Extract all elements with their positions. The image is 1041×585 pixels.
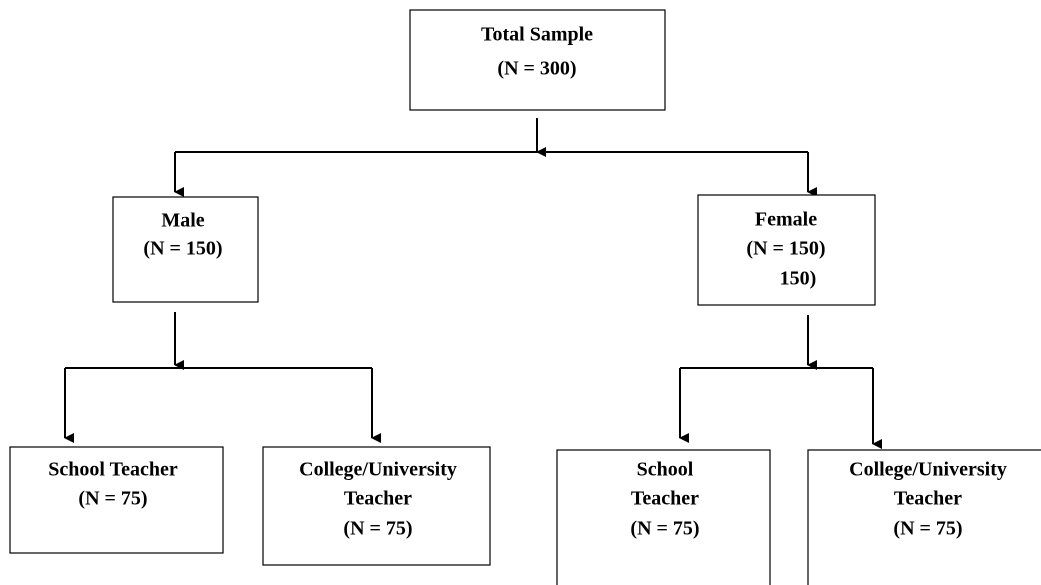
node-label: (N = 300) xyxy=(497,58,576,80)
node-label: Total Sample xyxy=(481,24,593,46)
node-label: (N = 150) xyxy=(746,238,825,260)
node-label: (N = 75) xyxy=(343,518,412,540)
node-label: Male xyxy=(161,210,204,232)
node-box xyxy=(262,446,491,566)
node-label: School xyxy=(637,459,694,481)
node-label: (N = 75) xyxy=(893,518,962,540)
node-label: (N = 75) xyxy=(78,488,147,510)
connectors xyxy=(64,118,882,449)
node-box xyxy=(556,449,771,585)
node-label: College/University xyxy=(849,459,1007,481)
node-label: (N = 75) xyxy=(630,518,699,540)
node-box xyxy=(697,194,876,306)
node-label: College/University xyxy=(299,459,457,481)
node-box xyxy=(9,446,224,554)
node-label: 150) xyxy=(780,268,817,290)
node-label: Teacher xyxy=(344,488,412,510)
node-box xyxy=(807,449,1041,585)
node-label: School Teacher xyxy=(48,459,178,481)
node-label: Female xyxy=(755,209,817,231)
node-box xyxy=(112,196,259,303)
node-label: (N = 150) xyxy=(143,238,222,260)
node-label: Teacher xyxy=(631,488,699,510)
node-label: Teacher xyxy=(894,488,962,510)
node-box xyxy=(409,9,666,111)
